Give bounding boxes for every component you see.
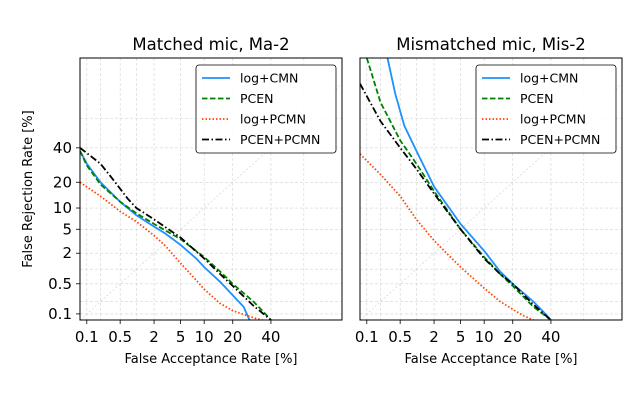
- x-tick-label: 5: [176, 328, 186, 346]
- x-tick-label: 0.5: [108, 328, 132, 346]
- legend-label: PCEN+PCMN: [240, 132, 320, 147]
- x-tick-label: 0.5: [388, 328, 412, 346]
- panel-mismatched: 0.1 0.5 2 5 10 20 40 Mismatched mic, Mis-2 False…: [355, 35, 623, 367]
- series-line-log-pcmn: [80, 181, 263, 320]
- x-tick-label: 10: [195, 328, 214, 346]
- x-tick-label: 40: [541, 328, 560, 346]
- legend: log+CMN PCEN log+PCMN PCEN+PCMN: [195, 64, 337, 154]
- series-line-pcen: [80, 150, 272, 320]
- y-axis-label: False Rejection Rate [%]: [21, 110, 36, 267]
- series-line-log-cmn: [80, 150, 251, 320]
- y-tick-label: 20: [53, 173, 72, 191]
- x-tick-label: 40: [261, 328, 280, 346]
- series-line-pcen-pcmn: [360, 83, 552, 320]
- y-tick-label: 40: [53, 139, 72, 157]
- x-tick-label: 5: [456, 328, 466, 346]
- y-tick-label: 0.5: [48, 275, 72, 293]
- axes-frame: [79, 57, 343, 321]
- x-tick-label: 0.1: [75, 328, 99, 346]
- x-tick-label: 0.1: [355, 328, 379, 346]
- eer-diagonal: [360, 83, 622, 320]
- legend-label: log+CMN: [520, 71, 578, 86]
- legend-label: PCEN+PCMN: [520, 132, 600, 147]
- legend-box: [475, 64, 617, 154]
- chart-title: Matched mic, Ma-2: [132, 35, 289, 54]
- axes-frame: [359, 57, 623, 321]
- y-tick-label: 10: [53, 199, 72, 217]
- chart-title: Mismatched mic, Mis-2: [396, 35, 586, 54]
- legend-label: log+CMN: [240, 71, 298, 86]
- y-tick-label: 0.1: [48, 305, 72, 323]
- series-line-pcen-pcmn: [80, 147, 272, 320]
- legend-label: log+PCMN: [240, 112, 306, 127]
- x-tick-label: 20: [503, 328, 522, 346]
- legend-label: PCEN: [520, 91, 554, 106]
- x-tick-label: 10: [475, 328, 494, 346]
- y-tick-label: 5: [62, 220, 72, 238]
- y-tick-label: 2: [62, 244, 72, 262]
- x-tick-label: 2: [149, 328, 159, 346]
- series-line-log-pcmn: [360, 153, 534, 320]
- legend-label: PCEN: [240, 91, 274, 106]
- legend: log+CMN PCEN log+PCMN PCEN+PCMN: [475, 64, 617, 154]
- x-axis-label: False Acceptance Rate [%]: [125, 352, 298, 367]
- legend-label: log+PCMN: [520, 112, 586, 127]
- eer-diagonal: [80, 83, 342, 320]
- x-tick-label: 20: [223, 328, 242, 346]
- x-axis-label: False Acceptance Rate [%]: [405, 352, 578, 367]
- legend-box: [195, 64, 337, 154]
- x-tick-label: 2: [429, 328, 439, 346]
- series-line-log-cmn: [386, 58, 552, 320]
